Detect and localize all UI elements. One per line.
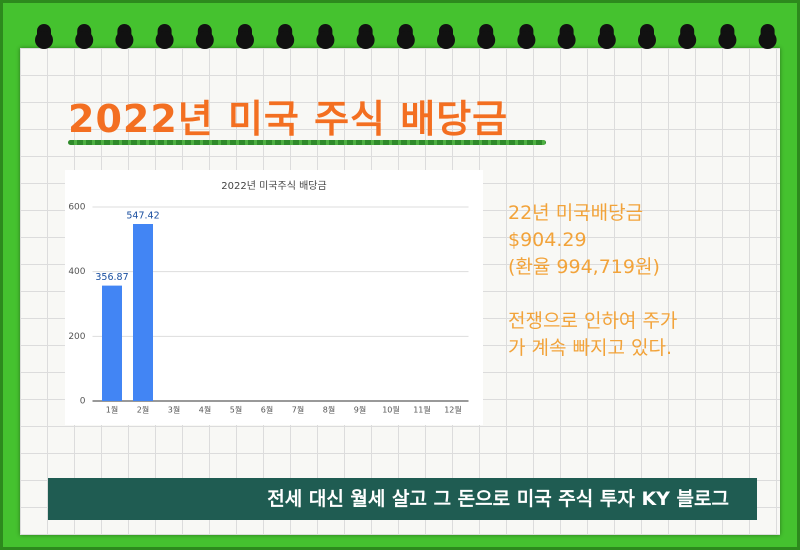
chart: 2022년 미국주식 배당금 0 200 400 600 1월 356.87 2월 547.4… — [68, 180, 469, 415]
y-tick-label: 0 — [80, 397, 86, 407]
title-underline — [68, 140, 546, 145]
x-tick-label: 6월 — [261, 405, 273, 415]
value-label: 547.42 — [126, 211, 159, 222]
x-tick-label: 2월 — [137, 405, 149, 415]
hole — [35, 31, 53, 49]
title: 2022년 미국 주식 배당금 — [68, 97, 509, 141]
hole — [437, 31, 455, 49]
chart-title: 2022년 미국주식 배당금 — [221, 180, 326, 192]
hole — [236, 31, 254, 49]
x-tick-label: 10월 — [382, 405, 400, 415]
hole — [115, 31, 134, 49]
y-tick-label: 200 — [68, 332, 85, 342]
side-line: $904.29 — [508, 229, 587, 251]
y-tick-label: 600 — [68, 203, 85, 213]
hole — [396, 31, 415, 49]
x-tick-label: 1월 — [106, 405, 118, 415]
hole — [597, 31, 616, 49]
hole — [517, 31, 536, 49]
x-tick-label: 7월 — [292, 405, 304, 415]
side-line: (환율 994,719원) — [508, 256, 660, 278]
hole — [316, 31, 335, 49]
hole — [557, 31, 576, 49]
footer: 전세 대신 월세 살고 그 돈으로 미국 주식 투자 KY 블로그 — [48, 478, 757, 520]
side-line: 가 계속 빠지고 있다. — [508, 337, 672, 359]
hole — [356, 31, 375, 49]
side-line: 22년 미국배당금 — [508, 202, 644, 224]
value-label: 356.87 — [95, 272, 128, 283]
hole — [638, 31, 656, 49]
hole — [155, 31, 174, 49]
bar — [133, 224, 153, 401]
x-tick-label: 11월 — [413, 405, 431, 415]
hole — [477, 31, 496, 49]
side-text: 22년 미국배당금 $904.29 (환율 994,719원) 전쟁으로 인하여 주가… — [508, 200, 677, 362]
x-tick-label: 8월 — [323, 405, 335, 415]
x-tick-label: 12월 — [444, 405, 462, 415]
hole — [195, 31, 214, 49]
spiral-holes — [35, 24, 777, 49]
x-tick-label: 4월 — [199, 405, 211, 415]
y-tick-label: 400 — [68, 267, 85, 277]
x-tick-label: 5월 — [230, 405, 242, 415]
side-line: 전쟁으로 인하여 주가 — [508, 310, 678, 332]
hole — [75, 31, 94, 49]
x-tick-label: 9월 — [354, 405, 366, 415]
chart-box: 2022년 미국주식 배당금 0 200 400 600 1월 356.87 2월 547.4… — [65, 170, 483, 425]
hole — [678, 31, 697, 49]
hole — [276, 31, 295, 49]
bar — [102, 285, 122, 401]
hole — [758, 31, 777, 49]
hole — [718, 31, 737, 49]
x-tick-label: 3월 — [168, 405, 180, 415]
side-line — [508, 281, 677, 308]
